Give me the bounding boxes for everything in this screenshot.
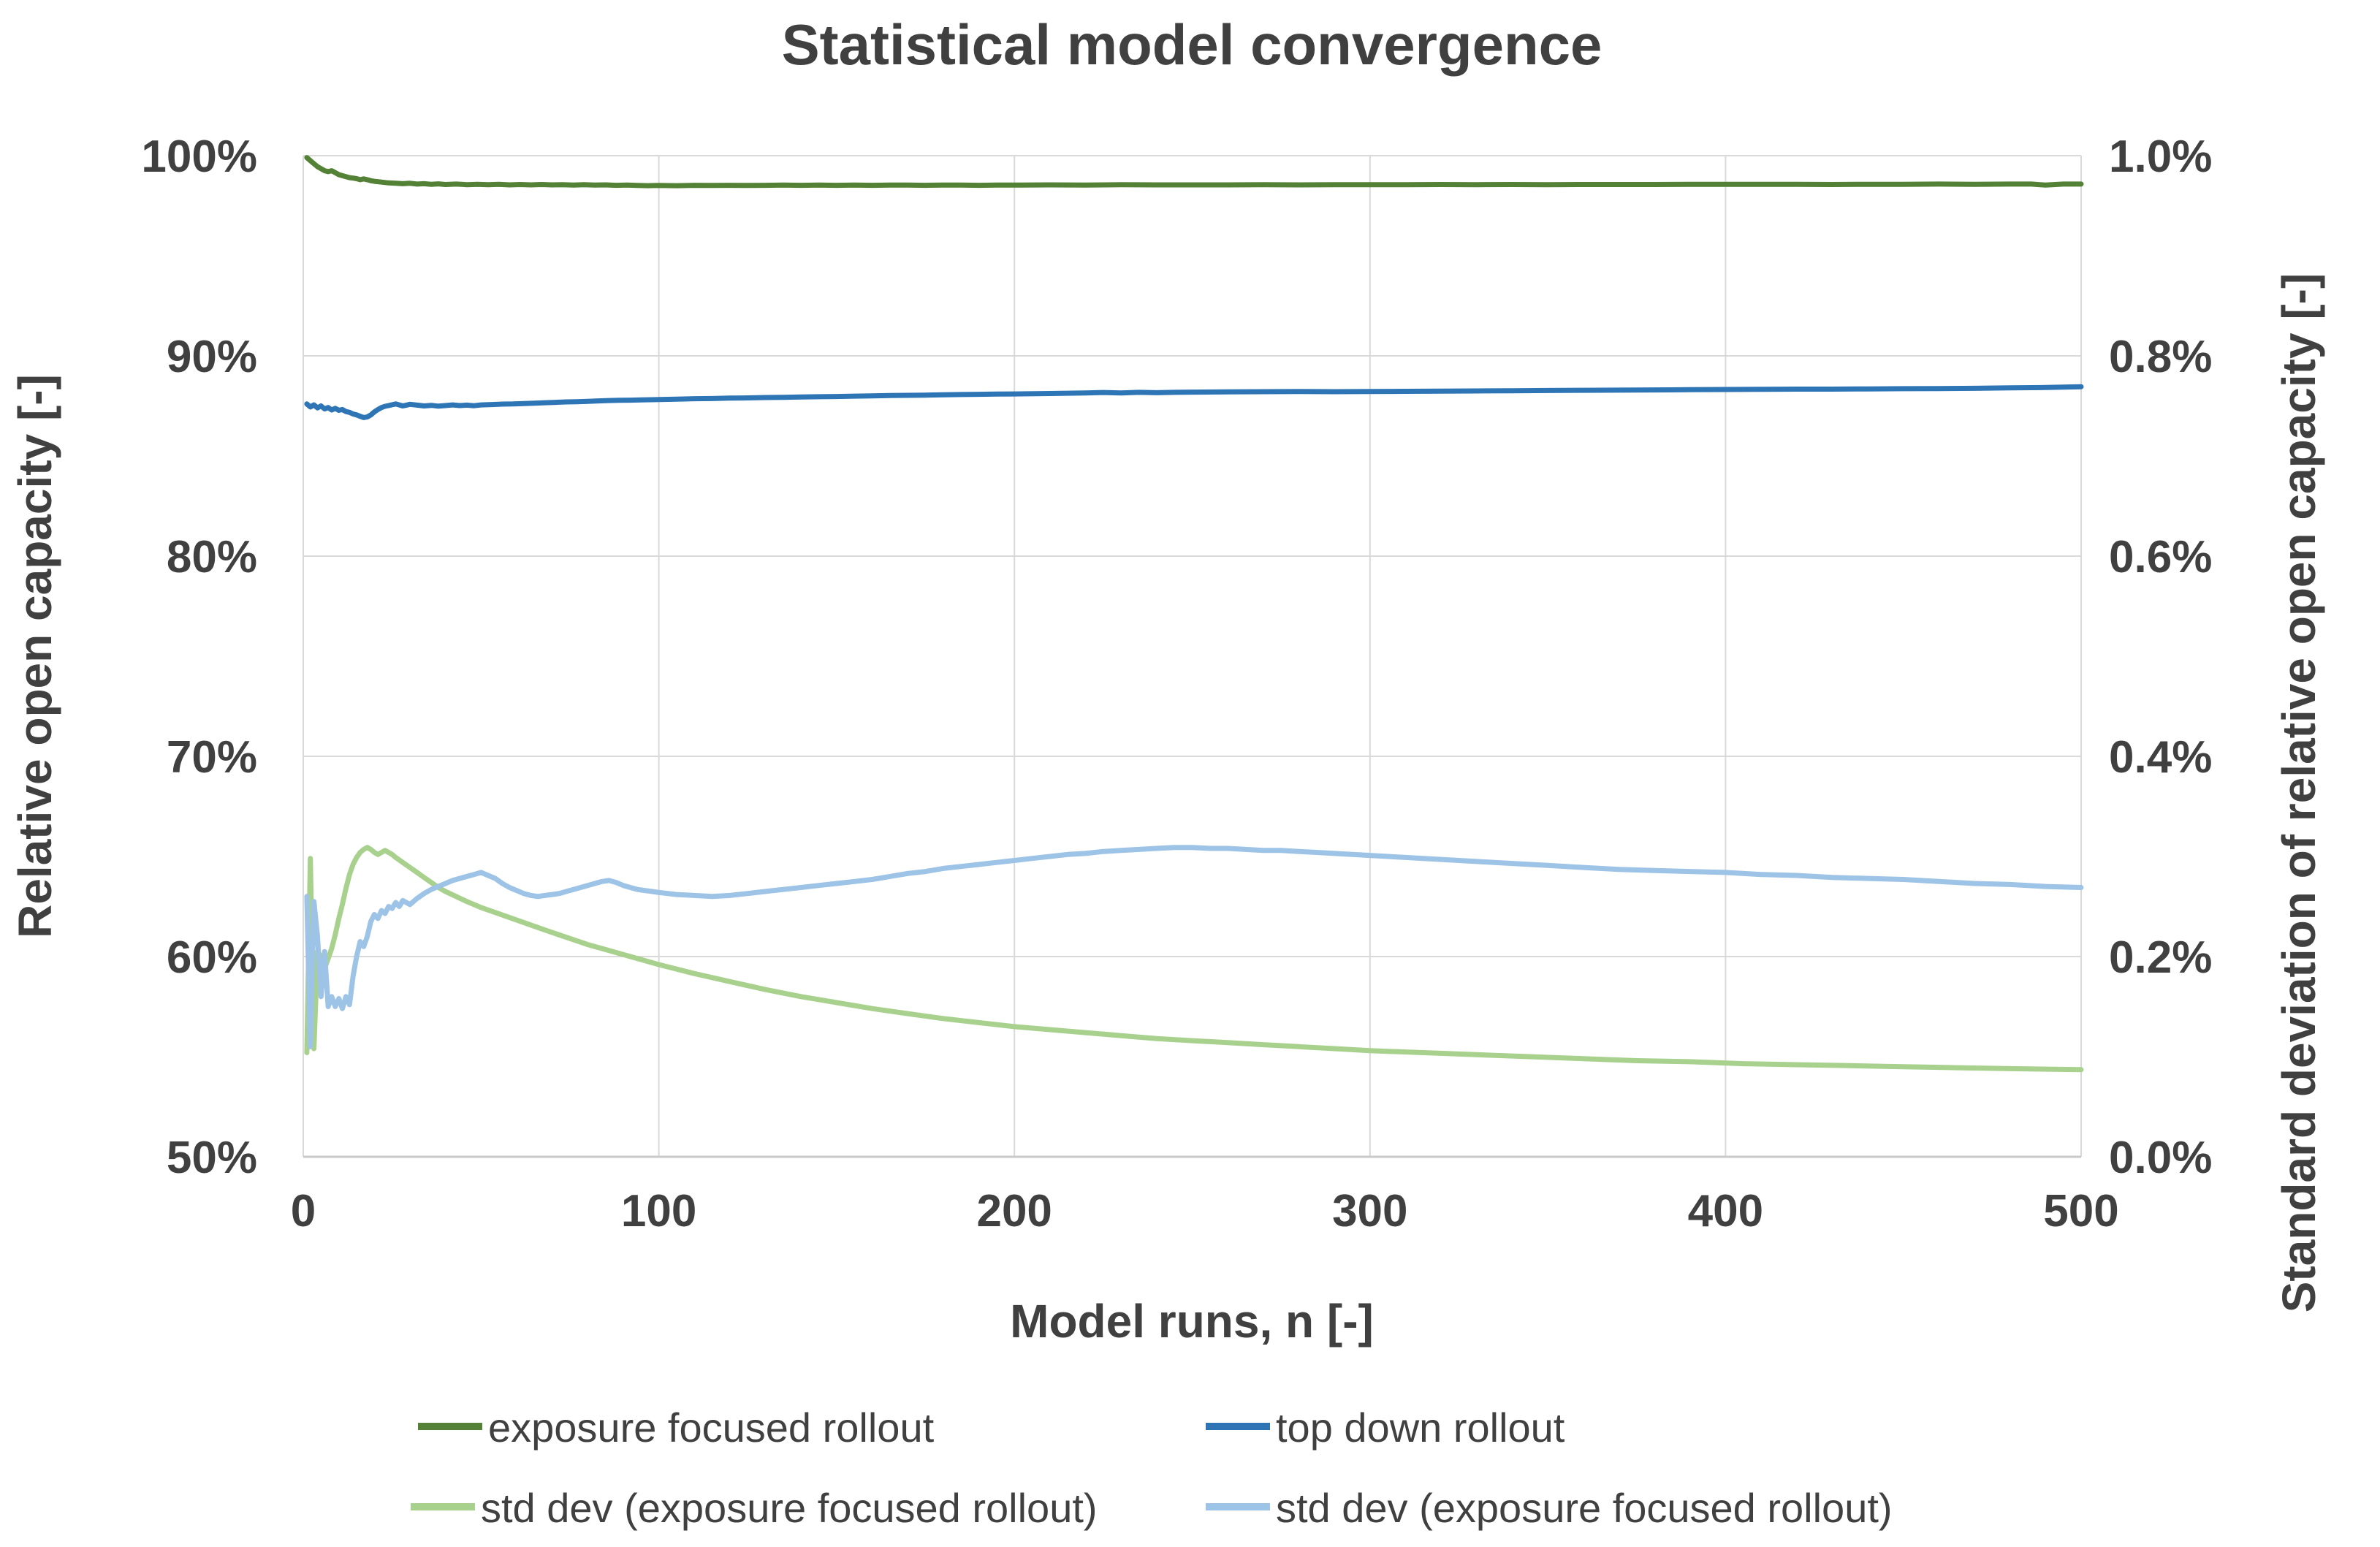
- y-right-tick-0.8%: 0.8%: [2109, 332, 2212, 382]
- series-line-0: [304, 155, 2084, 189]
- x-tick-100: 100: [621, 1186, 696, 1236]
- x-tick-500: 500: [2043, 1186, 2118, 1236]
- y-right-tick-0.0%: 0.0%: [2109, 1133, 2212, 1183]
- x-tick-300: 300: [1332, 1186, 1407, 1236]
- y-left-tick-70%: 70%: [167, 732, 257, 783]
- y-right-tick-0.4%: 0.4%: [2109, 732, 2212, 783]
- x-tick-200: 200: [976, 1186, 1052, 1236]
- legend: exposure focused rollout top down rollou…: [411, 1405, 1893, 1531]
- series-line-3: [304, 845, 2084, 1049]
- legend-label-std-dev-light-blue: std dev (exposure focused rollout): [1276, 1485, 1893, 1531]
- y-left-tick-50%: 50%: [167, 1133, 257, 1183]
- legend-label-top-down-rollout: top down rollout: [1276, 1405, 1565, 1451]
- y-left-tick-60%: 60%: [167, 932, 257, 983]
- y-left-tick-100%: 100%: [141, 132, 257, 182]
- chart-title: Statistical model convergence: [782, 12, 1602, 77]
- y-right-tick-0.2%: 0.2%: [2109, 932, 2212, 983]
- y-right-tick-0.6%: 0.6%: [2109, 532, 2212, 582]
- x-tick-0: 0: [291, 1186, 316, 1236]
- legend-label-std-dev-light-green: std dev (exposure focused rollout): [481, 1485, 1098, 1531]
- right-axis-title: Standard deviation of relative open capa…: [2273, 273, 2325, 1313]
- gridlines: [303, 155, 2082, 1158]
- series-line-1: [304, 384, 2084, 420]
- left-axis-title: Relative open capacity [-]: [9, 374, 61, 938]
- x-axis-title: Model runs, n [-]: [1010, 1295, 1374, 1348]
- y-left-tick-80%: 80%: [167, 532, 257, 582]
- series-line-2: [304, 845, 2084, 1073]
- x-tick-400: 400: [1688, 1186, 1763, 1236]
- y-left-tick-90%: 90%: [167, 332, 257, 382]
- tick-labels: 100% 90% 80% 70% 60% 50% 1.0% 0.8% 0.6% 0.4% 0.2% 0…: [141, 132, 2212, 1236]
- y-right-tick-1.0%: 1.0%: [2109, 132, 2212, 182]
- legend-label-exposure-focused-rollout: exposure focused rollout: [488, 1405, 935, 1451]
- series-lines: [304, 155, 2084, 1073]
